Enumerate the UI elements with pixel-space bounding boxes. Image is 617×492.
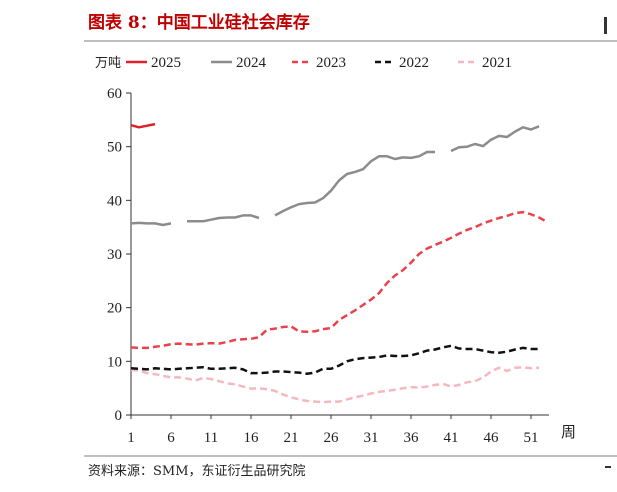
series-line-2025 bbox=[130, 122, 156, 129]
x-tick-label: 51 bbox=[524, 430, 539, 446]
series-line-2024 bbox=[130, 125, 540, 227]
legend-label-2023: 2023 bbox=[316, 55, 346, 71]
series-line-2021 bbox=[130, 365, 540, 404]
legend-unit-label: 万吨 bbox=[95, 56, 121, 71]
x-tick-label: 41 bbox=[444, 430, 459, 446]
x-tick-label: 16 bbox=[244, 430, 260, 446]
y-tick-label: 40 bbox=[107, 193, 122, 209]
y-tick-label: 10 bbox=[107, 354, 122, 370]
x-axis-label: 周 bbox=[561, 424, 576, 441]
y-tick-label: 0 bbox=[115, 408, 123, 424]
legend-label-2024: 2024 bbox=[236, 55, 267, 71]
x-tick-label: 46 bbox=[484, 430, 500, 446]
series-layer bbox=[130, 122, 548, 404]
x-tick-label: 1 bbox=[127, 430, 135, 446]
x-tick-label: 11 bbox=[204, 430, 218, 446]
legend: 万吨 2025 2024 2023 2022 2021 bbox=[95, 55, 512, 71]
y-tick-label: 50 bbox=[107, 140, 122, 156]
x-tick-label: 31 bbox=[364, 430, 379, 446]
x-tick-label: 6 bbox=[167, 430, 175, 446]
y-tick-label: 30 bbox=[107, 247, 122, 263]
x-tick-label: 26 bbox=[324, 430, 340, 446]
source-note: 资料来源：SMM，东证衍生品研究院 bbox=[88, 464, 306, 479]
legend-label-2025: 2025 bbox=[151, 55, 181, 71]
crop-mark-top bbox=[604, 17, 607, 34]
legend-label-2022: 2022 bbox=[399, 55, 429, 71]
series-line-2023 bbox=[130, 210, 548, 350]
series-line-2022 bbox=[130, 344, 539, 375]
legend-label-2021: 2021 bbox=[482, 55, 512, 71]
crop-mark-bottom bbox=[605, 466, 611, 468]
chart-title: 图表 8：中国工业硅社会库存 bbox=[88, 12, 310, 33]
y-tick-label: 60 bbox=[107, 86, 122, 102]
x-tick-label: 21 bbox=[284, 430, 299, 446]
y-tick-label: 20 bbox=[107, 301, 122, 317]
x-tick-label: 36 bbox=[404, 430, 420, 446]
